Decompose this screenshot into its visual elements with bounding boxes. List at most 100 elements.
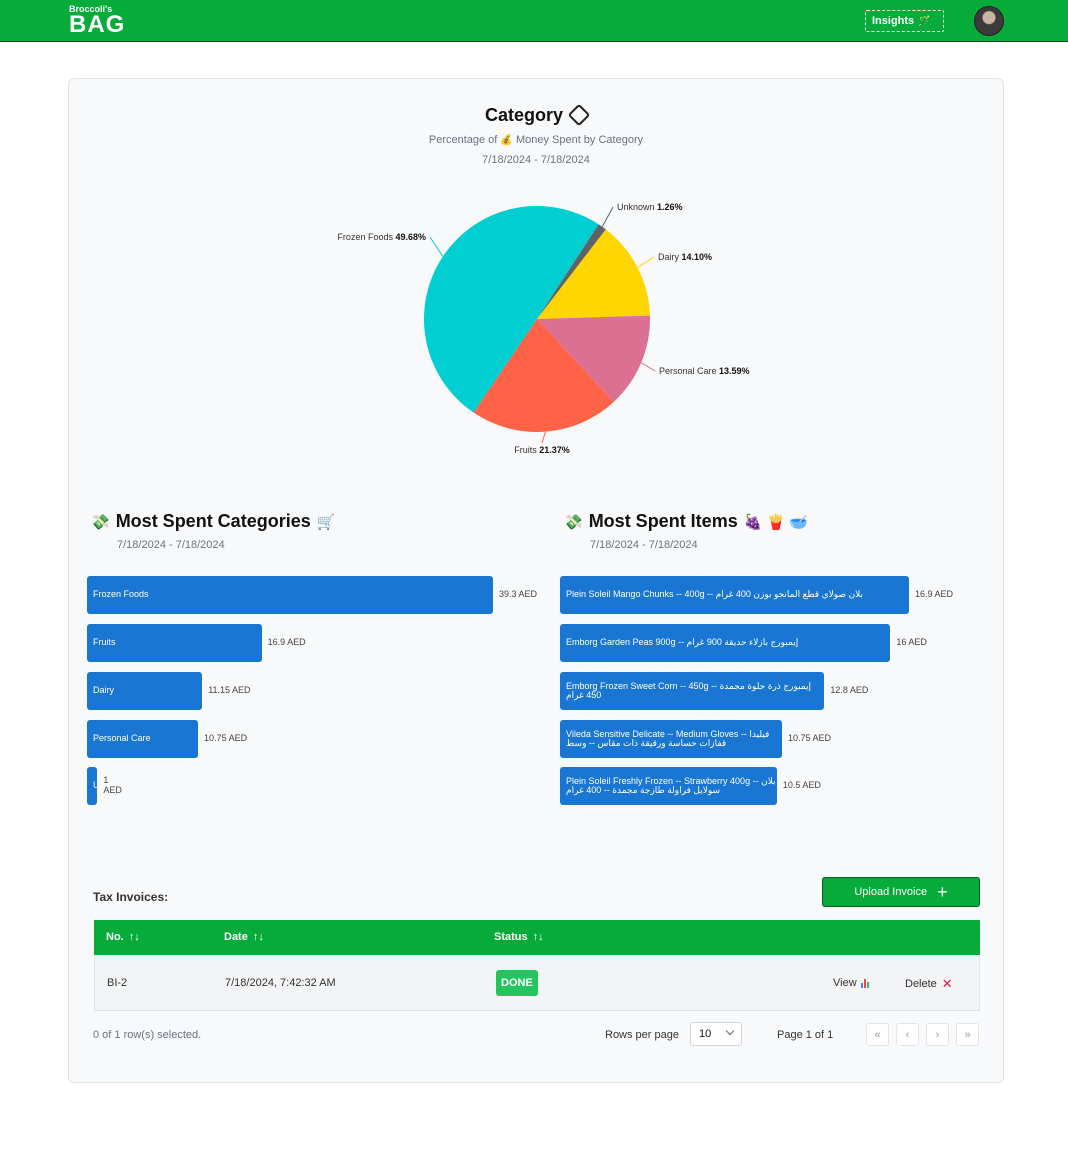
- pie-label-name: Frozen Foods: [337, 232, 395, 242]
- bar-label: Dairy: [93, 685, 115, 696]
- last-page-button[interactable]: »: [956, 1023, 979, 1046]
- pie-label: Fruits 21.37%: [514, 445, 570, 455]
- bar-label: Plein Soleil Freshly Frozen -- Strawberr…: [566, 775, 776, 795]
- items-title-text: Most Spent Items: [588, 511, 738, 531]
- invoice-number: BI-2: [107, 977, 128, 989]
- pie-label-name: Fruits: [514, 445, 539, 455]
- pie-label-name: Personal Care: [659, 366, 719, 376]
- bar[interactable]: Plein Soleil Freshly Frozen -- Strawberr…: [560, 767, 777, 805]
- bar[interactable]: Unknown: [87, 767, 98, 805]
- user-avatar[interactable]: [974, 6, 1004, 36]
- pie-slice-fruits[interactable]: [473, 319, 614, 432]
- money-wings-icon: 💸: [91, 513, 110, 531]
- subtitle-suffix: Money Spent by Category: [515, 134, 644, 146]
- bar-label: Emborg Garden Peas 900g -- إيمبورج بازلا…: [566, 637, 799, 648]
- table-row[interactable]: BI-2 7/18/2024, 7:42:32 AM DONE View Del…: [94, 955, 980, 1011]
- bar-value: 12.8 AED: [830, 685, 869, 695]
- items-date-range: 7/18/2024 - 7/18/2024: [590, 539, 698, 551]
- pie-label: Personal Care 13.59%: [659, 366, 750, 376]
- cart-icon: 🛒: [316, 513, 336, 531]
- categories-date-range: 7/18/2024 - 7/18/2024: [117, 539, 225, 551]
- bar-value: 10.5 AED: [782, 780, 821, 790]
- dashboard-card: Category Percentage of 💰 Money Spent by …: [68, 78, 1004, 1083]
- subtitle-prefix: Percentage of: [428, 134, 498, 146]
- bar[interactable]: Emborg Garden Peas 900g -- إيمبورج بازلا…: [560, 624, 891, 662]
- insights-button[interactable]: Insights 🪄: [865, 10, 944, 32]
- column-no-label: No.: [106, 931, 124, 943]
- pie-slice-personal-care[interactable]: [537, 315, 650, 402]
- category-chart-title: Category: [69, 103, 1003, 127]
- money-bag-icon: 💰: [500, 135, 513, 146]
- plus-icon: +: [937, 882, 948, 902]
- bar-value: 11.15 AED: [208, 685, 251, 695]
- view-label: View: [833, 977, 857, 989]
- pie-leader-line: [541, 431, 546, 444]
- bar-value: 10.75 AED: [204, 733, 248, 743]
- rows-per-page-value: 10: [699, 1028, 712, 1040]
- pie-label-value: 14.10%: [682, 252, 713, 262]
- bar-value: 16.9 AED: [915, 589, 954, 599]
- bar-label: Emborg Frozen Sweet Corn -- 450g -- إيمب…: [566, 680, 812, 700]
- sort-icon: ↑↓: [532, 931, 544, 943]
- column-date-label: Date: [224, 931, 248, 943]
- bar[interactable]: Emborg Frozen Sweet Corn -- 450g -- إيمب…: [560, 672, 825, 710]
- category-chart-subtitle: Percentage of 💰 Money Spent by Category: [69, 134, 1003, 146]
- pie-label: Dairy 14.10%: [658, 252, 712, 262]
- view-button[interactable]: View: [833, 977, 871, 989]
- bar-chart-icon: [860, 978, 871, 988]
- bar-label: Vileda Sensitive Delicate -- Medium Glov…: [566, 728, 770, 748]
- invoice-date: 7/18/2024, 7:42:32 AM: [225, 977, 336, 989]
- brand-logo[interactable]: Broccoli's BAG: [69, 5, 125, 37]
- category-pie-chart: Unknown 1.26% Dairy 14.10% Personal Care 1…: [337, 202, 750, 455]
- previous-page-button[interactable]: ‹: [896, 1023, 919, 1046]
- most-spent-categories-title: 💸 Most Spent Categories 🛒: [91, 511, 335, 532]
- column-status-label: Status: [494, 931, 528, 943]
- status-badge: DONE: [496, 970, 538, 996]
- bar[interactable]: Dairy: [87, 672, 203, 710]
- tax-invoices-label: Tax Invoices:: [93, 890, 169, 904]
- bar-label: Plein Soleil Mango Chunks -- 400g -- بلا…: [566, 589, 864, 600]
- bar-label: Frozen Foods: [93, 589, 149, 600]
- selection-count: 0 of 1 row(s) selected.: [93, 1029, 202, 1041]
- next-page-button[interactable]: ›: [926, 1023, 949, 1046]
- pie-slice-frozen-foods[interactable]: [424, 206, 599, 413]
- rows-per-page-select[interactable]: 10: [690, 1022, 742, 1046]
- upload-invoice-button[interactable]: Upload Invoice +: [822, 877, 980, 907]
- upload-label: Upload Invoice: [854, 886, 928, 898]
- sort-icon: ↑↓: [252, 931, 264, 943]
- sort-icon: ↑↓: [128, 931, 140, 943]
- delete-button[interactable]: Delete ✕: [905, 977, 953, 990]
- category-title-text: Category: [484, 105, 564, 125]
- pie-leader-line: [429, 236, 444, 257]
- categories-title-text: Most Spent Categories: [115, 511, 311, 531]
- close-icon: ✕: [941, 976, 953, 991]
- rows-per-page-label: Rows per page: [605, 1029, 679, 1041]
- bar-value: 10.75 AED: [787, 733, 832, 743]
- logo-big-text: BAG: [69, 11, 126, 38]
- pie-label-value: 49.68%: [395, 232, 426, 242]
- column-status[interactable]: Status ↑↓: [494, 931, 544, 943]
- first-page-button[interactable]: «: [866, 1023, 889, 1046]
- pie-leader-line: [601, 206, 614, 227]
- pie-label-value: 1.26%: [657, 202, 683, 212]
- pie-slice-unknown[interactable]: [537, 224, 606, 319]
- category-chart-date: 7/18/2024 - 7/18/2024: [482, 154, 590, 166]
- pie-label: Frozen Foods 49.68%: [337, 232, 426, 242]
- pie-leader-line: [637, 256, 655, 268]
- bar[interactable]: Personal Care: [87, 720, 199, 758]
- pie-label-name: Dairy: [658, 252, 682, 262]
- pie-slice-dairy[interactable]: [537, 229, 650, 319]
- bar[interactable]: Frozen Foods: [87, 576, 493, 614]
- delete-label: Delete: [905, 977, 937, 990]
- bar-value: 16 AED: [896, 637, 927, 647]
- column-no[interactable]: No. ↑↓: [106, 931, 140, 943]
- column-date[interactable]: Date ↑↓: [224, 931, 264, 943]
- bar[interactable]: Plein Soleil Mango Chunks -- 400g -- بلا…: [560, 576, 909, 614]
- bar-value: 16.9 AED: [267, 637, 306, 647]
- logo-small-text: Broccoli's: [69, 4, 113, 14]
- bar[interactable]: Fruits: [87, 624, 262, 662]
- bar[interactable]: Vileda Sensitive Delicate -- Medium Glov…: [560, 720, 782, 758]
- bar-value: 1 AED: [103, 775, 122, 795]
- bar-label: Unknown: [93, 780, 98, 791]
- pie-label-value: 13.59%: [719, 366, 750, 376]
